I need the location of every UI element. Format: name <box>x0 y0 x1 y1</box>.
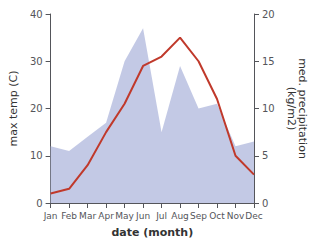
svg-text:15: 15 <box>262 56 275 67</box>
svg-text:5: 5 <box>262 150 268 161</box>
svg-text:Jul: Jul <box>155 211 167 221</box>
svg-text:max temp (C): max temp (C) <box>7 70 20 146</box>
svg-text:Aug: Aug <box>171 211 189 221</box>
svg-text:20: 20 <box>262 9 275 20</box>
svg-text:20: 20 <box>30 103 43 114</box>
svg-text:10: 10 <box>30 150 43 161</box>
svg-text:May: May <box>115 211 134 221</box>
svg-text:(kg/m2): (kg/m2) <box>285 87 298 130</box>
svg-text:Feb: Feb <box>61 211 77 221</box>
svg-text:Jan: Jan <box>43 211 58 221</box>
svg-text:Jun: Jun <box>135 211 150 221</box>
svg-text:Nov: Nov <box>227 211 245 221</box>
svg-text:30: 30 <box>30 56 43 67</box>
svg-text:med. precipitation: med. precipitation <box>295 58 309 159</box>
svg-text:Apr: Apr <box>98 211 114 221</box>
svg-text:Sep: Sep <box>190 211 207 221</box>
svg-text:0: 0 <box>36 198 42 209</box>
svg-text:0: 0 <box>262 198 268 209</box>
svg-text:40: 40 <box>30 9 43 20</box>
svg-text:Oct: Oct <box>209 211 225 221</box>
svg-text:10: 10 <box>262 103 275 114</box>
svg-text:date (month): date (month) <box>111 226 193 239</box>
svg-text:Dec: Dec <box>245 211 262 221</box>
svg-text:Mar: Mar <box>79 211 96 221</box>
